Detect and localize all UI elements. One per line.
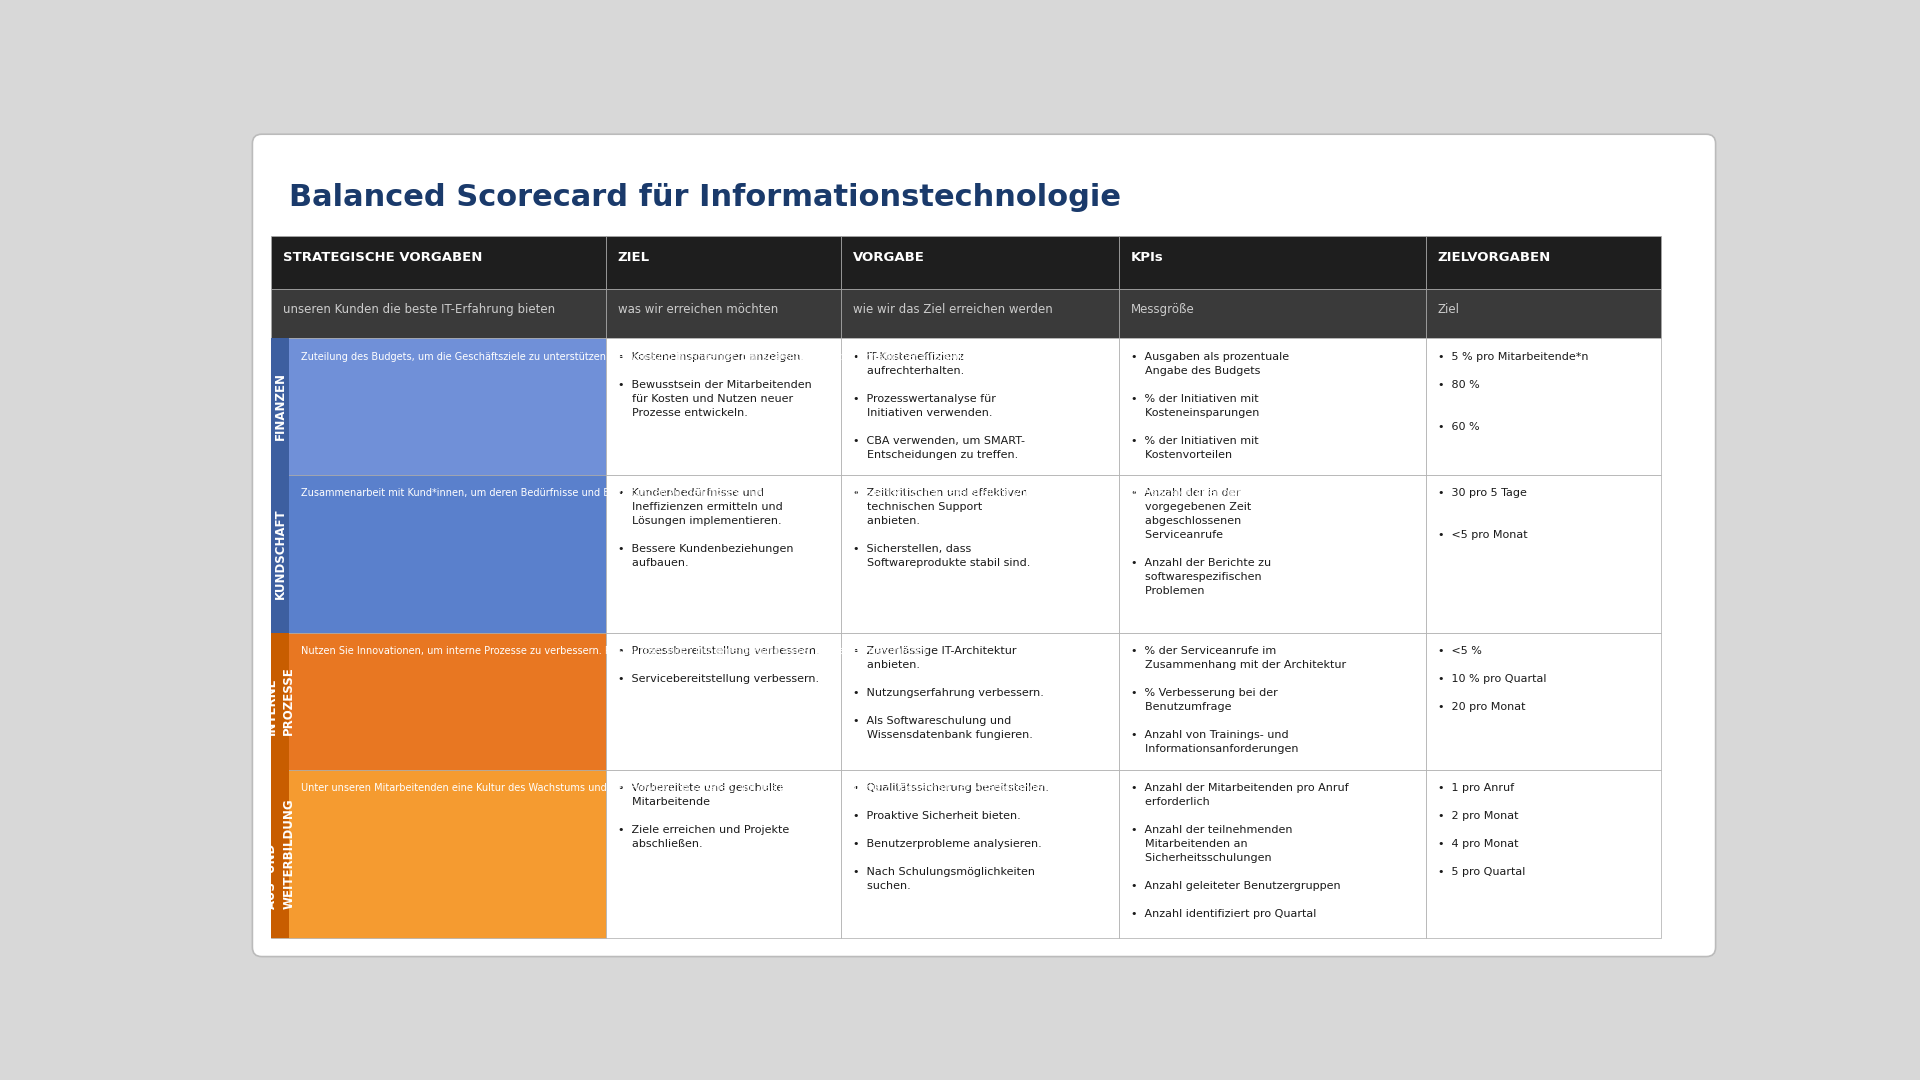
Text: KUNDSCHAFT: KUNDSCHAFT bbox=[275, 509, 286, 599]
Bar bbox=[271, 338, 607, 474]
Bar bbox=[841, 235, 1119, 288]
Bar bbox=[841, 288, 1119, 338]
Text: STRATEGISCHE VORGABEN: STRATEGISCHE VORGABEN bbox=[282, 252, 482, 265]
Text: •  30 pro 5 Tage


•  <5 pro Monat: • 30 pro 5 Tage • <5 pro Monat bbox=[1438, 488, 1526, 540]
Bar bbox=[607, 235, 841, 288]
Text: was wir erreichen möchten: was wir erreichen möchten bbox=[618, 302, 778, 315]
Bar bbox=[1427, 288, 1661, 338]
Text: Messgröße: Messgröße bbox=[1131, 302, 1194, 315]
Bar bbox=[1119, 235, 1427, 288]
Text: •  Vorbereitete und geschulte
    Mitarbeitende

•  Ziele erreichen und Projekte: • Vorbereitete und geschulte Mitarbeiten… bbox=[618, 783, 789, 850]
Bar bbox=[271, 770, 607, 939]
Bar bbox=[607, 633, 841, 770]
Bar bbox=[841, 770, 1119, 939]
Text: •  Ausgaben als prozentuale
    Angabe des Budgets

•  % der Initiativen mit
   : • Ausgaben als prozentuale Angabe des Bu… bbox=[1131, 352, 1288, 460]
Bar bbox=[271, 633, 290, 770]
Bar bbox=[1427, 474, 1661, 633]
Bar bbox=[607, 474, 841, 633]
Text: Zusammenarbeit mit Kund*innen, um deren Bedürfnisse und Erwartungen zu identifiz: Zusammenarbeit mit Kund*innen, um deren … bbox=[301, 488, 1244, 499]
Bar bbox=[271, 338, 290, 474]
Text: •  Anzahl der in der
    vorgegebenen Zeit
    abgeschlossenen
    Serviceanrufe: • Anzahl der in der vorgegebenen Zeit ab… bbox=[1131, 488, 1271, 596]
Bar bbox=[841, 338, 1119, 474]
Text: INTERNE
PROZESSE: INTERNE PROZESSE bbox=[265, 666, 296, 735]
Bar bbox=[607, 770, 841, 939]
FancyBboxPatch shape bbox=[252, 134, 1716, 957]
Text: ZIEL: ZIEL bbox=[618, 252, 649, 265]
Bar bbox=[1427, 633, 1661, 770]
Bar bbox=[841, 474, 1119, 633]
Text: •  Kundenbedürfnisse und
    Ineffizienzen ermitteln und
    Lösungen implementi: • Kundenbedürfnisse und Ineffizienzen er… bbox=[618, 488, 793, 568]
Text: •  <5 %

•  10 % pro Quartal

•  20 pro Monat: • <5 % • 10 % pro Quartal • 20 pro Monat bbox=[1438, 647, 1546, 713]
Text: •  Zuverlässige IT-Architektur
    anbieten.

•  Nutzungserfahrung verbessern.

: • Zuverlässige IT-Architektur anbieten. … bbox=[852, 647, 1044, 741]
Bar bbox=[607, 338, 841, 474]
Bar bbox=[271, 288, 607, 338]
Text: Unter unseren Mitarbeitenden eine Kultur des Wachstums und der Entwicklung schaf: Unter unseren Mitarbeitenden eine Kultur… bbox=[301, 783, 1121, 794]
Bar bbox=[1119, 288, 1427, 338]
Text: Zuteilung des Budgets, um die Geschäftsziele zu unterstützen. Verwendung intelli: Zuteilung des Budgets, um die Geschäftsz… bbox=[301, 352, 989, 362]
Bar bbox=[1119, 633, 1427, 770]
Text: •  Qualitätssicherung bereitstellen.

•  Proaktive Sicherheit bieten.

•  Benutz: • Qualitätssicherung bereitstellen. • Pr… bbox=[852, 783, 1048, 891]
Bar bbox=[841, 633, 1119, 770]
Bar bbox=[1427, 235, 1661, 288]
Text: VORGABE: VORGABE bbox=[852, 252, 925, 265]
Text: •  Zeitkritischen und effektiven
    technischen Support
    anbieten.

•  Siche: • Zeitkritischen und effektiven technisc… bbox=[852, 488, 1031, 568]
Text: wie wir das Ziel erreichen werden: wie wir das Ziel erreichen werden bbox=[852, 302, 1052, 315]
Bar bbox=[271, 235, 607, 288]
Text: •  Anzahl der Mitarbeitenden pro Anruf
    erforderlich

•  Anzahl der teilnehme: • Anzahl der Mitarbeitenden pro Anruf er… bbox=[1131, 783, 1348, 919]
Bar bbox=[1119, 338, 1427, 474]
Bar bbox=[271, 770, 290, 939]
Text: •  1 pro Anruf

•  2 pro Monat

•  4 pro Monat

•  5 pro Quartal: • 1 pro Anruf • 2 pro Monat • 4 pro Mona… bbox=[1438, 783, 1524, 877]
Bar bbox=[1119, 770, 1427, 939]
Bar bbox=[271, 633, 607, 770]
Text: •  Prozessbereitstellung verbessern.

•  Servicebereitstellung verbessern.: • Prozessbereitstellung verbessern. • Se… bbox=[618, 647, 820, 685]
Text: ZIELVORGABEN: ZIELVORGABEN bbox=[1438, 252, 1551, 265]
Text: unseren Kunden die beste IT-Erfahrung bieten: unseren Kunden die beste IT-Erfahrung bi… bbox=[282, 302, 555, 315]
Text: •  IT-Kosteneffizienz
    aufrechterhalten.

•  Prozesswertanalyse für
    Initi: • IT-Kosteneffizienz aufrechterhalten. •… bbox=[852, 352, 1025, 460]
Text: KPIs: KPIs bbox=[1131, 252, 1164, 265]
Text: •  Kosteneinsparungen anzeigen.

•  Bewusstsein der Mitarbeitenden
    für Koste: • Kosteneinsparungen anzeigen. • Bewusst… bbox=[618, 352, 812, 418]
Text: •  5 % pro Mitarbeitende*n

•  80 %


•  60 %: • 5 % pro Mitarbeitende*n • 80 % • 60 % bbox=[1438, 352, 1588, 432]
Text: •  % der Serviceanrufe im
    Zusammenhang mit der Architektur

•  % Verbesserun: • % der Serviceanrufe im Zusammenhang mi… bbox=[1131, 647, 1346, 755]
Text: AUS- UND
WEITERBILDUNG: AUS- UND WEITERBILDUNG bbox=[265, 798, 296, 909]
Bar bbox=[271, 474, 607, 633]
Text: Ziel: Ziel bbox=[1438, 302, 1459, 315]
Bar bbox=[1427, 338, 1661, 474]
Bar bbox=[1119, 474, 1427, 633]
Bar bbox=[1427, 770, 1661, 939]
Text: FINANZEN: FINANZEN bbox=[275, 373, 286, 441]
Bar bbox=[607, 288, 841, 338]
Bar bbox=[271, 474, 290, 633]
Text: Balanced Scorecard für Informationstechnologie: Balanced Scorecard für Informationstechn… bbox=[288, 184, 1121, 213]
Text: Nutzen Sie Innovationen, um interne Prozesse zu verbessern. Ressourcen durch Imp: Nutzen Sie Innovationen, um interne Proz… bbox=[301, 647, 929, 657]
